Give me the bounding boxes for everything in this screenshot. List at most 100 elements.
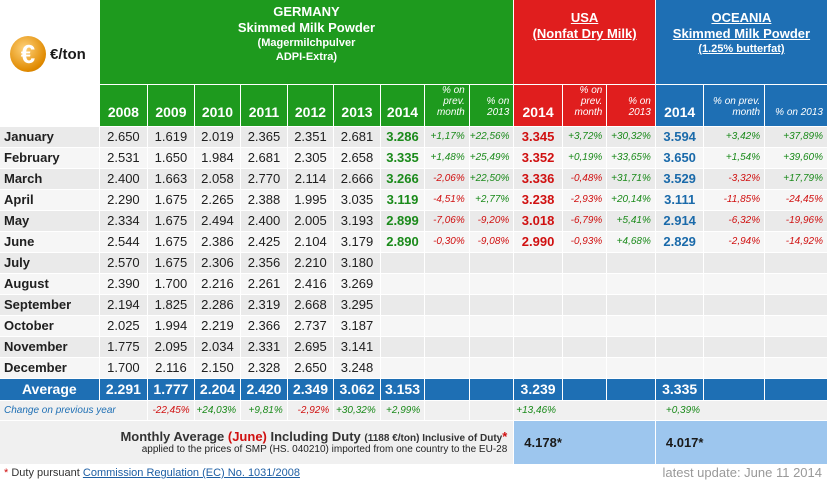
usa-product[interactable]: (Nonfat Dry Milk) [532, 26, 637, 41]
oceania-2014: 3.650 [655, 147, 705, 169]
oceania-pct-2013: +39,60% [764, 147, 828, 169]
table-row: April 2.290 1.675 2.265 2.388 1.995 3.035 3.119… [0, 189, 828, 211]
price-cell: 2.286 [194, 294, 242, 316]
price-cell: 2.770 [240, 168, 288, 190]
usa-header: USA (Nonfat Dry Milk) [513, 0, 656, 85]
price-cell: 2.104 [287, 231, 335, 253]
usa-2014 [513, 252, 563, 274]
price-cell: 1.775 [99, 336, 149, 358]
oceania-pct-prev: -11,85% [703, 189, 766, 211]
usa-pct-prev [562, 336, 608, 358]
empty-cell [606, 378, 656, 401]
usa-pct-2013: +33,65% [606, 147, 656, 169]
duty-description: Monthly Average (June) Including Duty (1… [0, 420, 515, 465]
price-cell: 3.269 [333, 273, 381, 295]
oceania-sub[interactable]: (1.25% butterfat) [698, 43, 785, 55]
duty-label-b: Including Duty [270, 429, 361, 444]
price-cell: 2.494 [194, 210, 242, 232]
month-label: December [0, 357, 100, 379]
oceania-pct-2013-header: % on 2013 [764, 84, 828, 127]
oceania-change: +0,39% [655, 400, 828, 421]
price-cell: 2.210 [287, 252, 335, 274]
price-cell: 1.619 [147, 126, 195, 148]
empty-cell [703, 378, 766, 401]
oceania-product[interactable]: Skimmed Milk Powder [672, 26, 811, 41]
price-cell: 2.681 [333, 126, 381, 148]
usa-title[interactable]: USA [570, 10, 599, 25]
usa-average: 3.239 [513, 378, 563, 401]
oceania-2014 [655, 315, 705, 337]
price-cell: 1.700 [99, 357, 149, 379]
change-label: Change on previous year [0, 400, 149, 421]
germany-2014 [380, 336, 426, 358]
price-cell: 2.328 [240, 357, 288, 379]
duty-asterisk: * [502, 429, 508, 444]
price-cell: 1.994 [147, 315, 195, 337]
table-row: May 2.334 1.675 2.494 2.400 2.005 3.193 2.899 -7… [0, 210, 828, 232]
price-cell: 2.668 [287, 294, 335, 316]
germany-product: Skimmed Milk Powder [237, 20, 376, 35]
usa-pct-prev-header: % on prev. month [562, 84, 608, 127]
usa-pct-2013 [606, 252, 656, 274]
month-label: January [0, 126, 100, 148]
oceania-pct-2013 [764, 357, 828, 379]
price-cell: 2.416 [287, 273, 335, 295]
germany-pct-2013: +22,50% [469, 168, 515, 190]
table-row: July 2.570 1.675 2.306 2.356 2.210 3.180 [0, 252, 828, 274]
oceania-pct-prev [703, 252, 766, 274]
footer-asterisk: * [4, 467, 9, 479]
usa-pct-prev [562, 357, 608, 379]
germany-pct-prev [424, 336, 470, 358]
price-table: € €/ton GERMANY Skimmed Milk Powder (Mag… [0, 0, 828, 465]
usa-pct-2013-header: % on 2013 [606, 84, 656, 127]
price-cell: 1.663 [147, 168, 195, 190]
regulation-link[interactable]: Commission Regulation (EC) No. 1031/2008 [82, 467, 300, 479]
oceania-pct-2013: -19,96% [764, 210, 828, 232]
price-cell: 2.095 [147, 336, 195, 358]
year-header: 2011 [240, 84, 288, 127]
price-cell: 1.650 [147, 147, 195, 169]
price-cell: 2.351 [287, 126, 335, 148]
germany-pct-2013: -9,08% [469, 231, 515, 253]
price-cell: 2.570 [99, 252, 149, 274]
usa-pct-prev: +3,72% [562, 126, 608, 148]
germany-pct-2013 [469, 357, 515, 379]
month-label: June [0, 231, 100, 253]
price-cell: 2.366 [240, 315, 288, 337]
price-cell: 1.675 [147, 231, 195, 253]
price-cell: 2.290 [99, 189, 149, 211]
usa-pct-prev: -0,93% [562, 231, 608, 253]
germany-2014: 3.286 [380, 126, 426, 148]
duty-month: (June) [227, 429, 267, 444]
duty-label-a: Monthly Average [120, 429, 225, 444]
average-value: 2.349 [287, 378, 335, 401]
price-cell: 2.531 [99, 147, 149, 169]
change-row: Change on previous year -22,45% +24,03% … [0, 400, 828, 421]
usa-pct-2013 [606, 315, 656, 337]
oceania-title[interactable]: OCEANIA [711, 10, 772, 25]
oceania-pct-prev: -3,32% [703, 168, 766, 190]
footer-note-text: Duty pursuant [11, 467, 80, 479]
oceania-duty-value: 4.017* [655, 419, 828, 465]
usa-pct-prev: -6,79% [562, 210, 608, 232]
price-cell: 2.265 [194, 189, 242, 211]
price-cell: 2.695 [287, 336, 335, 358]
change-value: +2,99% [380, 400, 426, 421]
table-row: August 2.390 1.700 2.216 2.261 2.416 3.269 [0, 273, 828, 295]
unit-logo: € €/ton [0, 0, 100, 127]
price-cell: 1.675 [147, 189, 195, 211]
empty-cell [562, 378, 608, 401]
usa-pct-2013 [606, 336, 656, 358]
price-cell: 2.005 [287, 210, 335, 232]
usa-pct-2013: +30,32% [606, 126, 656, 148]
oceania-2014 [655, 357, 705, 379]
average-value: 3.062 [333, 378, 381, 401]
price-cell: 2.216 [194, 273, 242, 295]
germany-pct-prev: -7,06% [424, 210, 470, 232]
price-cell: 3.035 [333, 189, 381, 211]
oceania-pct-2013 [764, 273, 828, 295]
oceania-2014: 2.829 [655, 231, 705, 253]
usa-pct-2013: +5,41% [606, 210, 656, 232]
month-label: April [0, 189, 100, 211]
oceania-2014: 3.594 [655, 126, 705, 148]
